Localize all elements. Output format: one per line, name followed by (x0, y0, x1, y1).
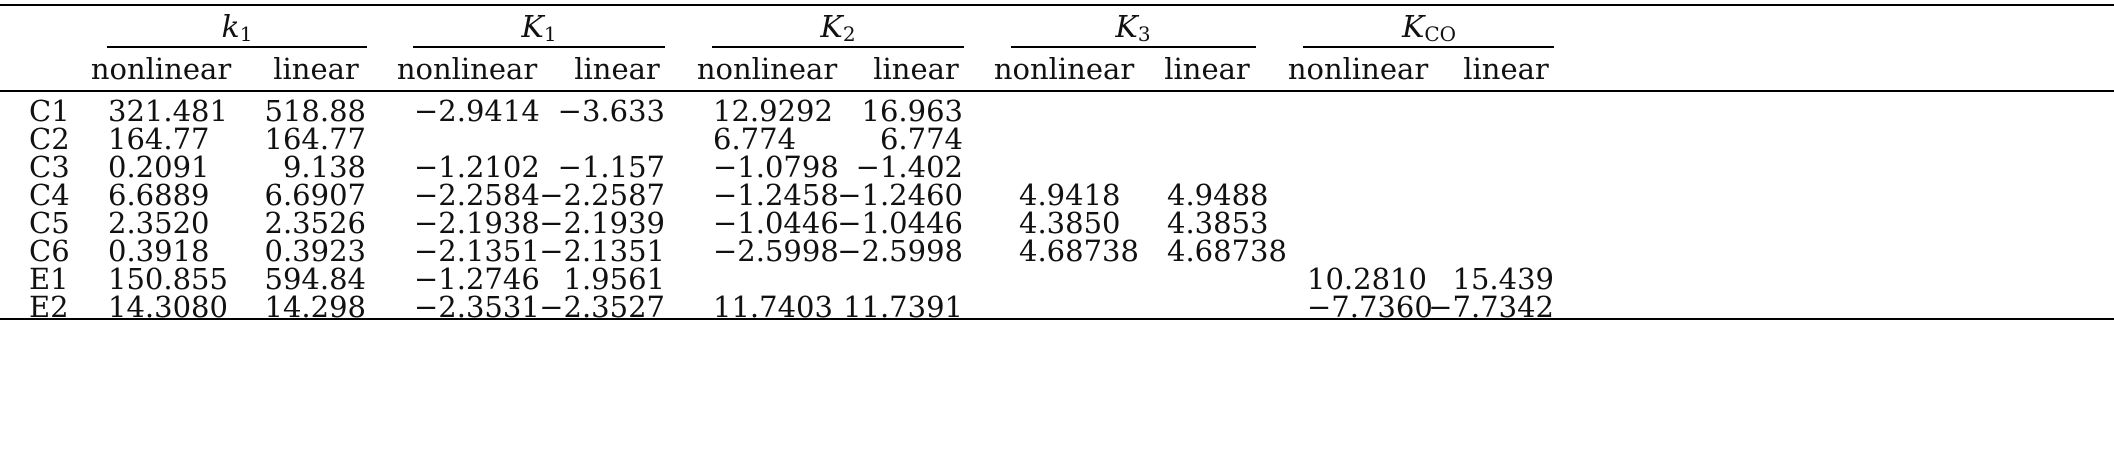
cell-C4-1: 6.6907 (264, 178, 366, 212)
cell-C4-6: 4.9418 (1019, 178, 1121, 212)
cell-C4-0: 6.6889 (108, 178, 210, 212)
row-label: C1 (29, 94, 70, 128)
group-symbol: K (820, 10, 843, 45)
group-subscript: CO (1424, 22, 1457, 46)
cell-C1-0: 321.481 (108, 94, 228, 128)
subheader-0-nonlinear: nonlinear (90, 52, 232, 86)
cell-C2-5: 6.774 (879, 122, 963, 156)
group-header-1: K1 (521, 10, 556, 52)
group-header-2: K2 (820, 10, 855, 52)
row-label: C6 (29, 234, 70, 268)
cell-C6-2: −2.1351 (414, 234, 540, 268)
subheader-2-nonlinear: nonlinear (696, 52, 838, 86)
cell-C5-7: 4.3853 (1167, 206, 1269, 240)
cell-C3-5: −1.402 (855, 150, 963, 184)
cell-C4-4: −1.2458 (713, 178, 839, 212)
subheader-1-linear: linear (574, 52, 660, 86)
row-label: C4 (29, 178, 70, 212)
cell-C5-5: −1.0446 (837, 206, 963, 240)
cell-C3-4: −1.0798 (713, 150, 839, 184)
cell-C4-2: −2.2584 (414, 178, 540, 212)
cell-C4-5: −1.2460 (837, 178, 963, 212)
cell-C6-5: −2.5998 (837, 234, 963, 268)
subheader-4-nonlinear: nonlinear (1287, 52, 1429, 86)
group-header-3: K3 (1115, 10, 1150, 52)
cell-C5-3: −2.1939 (539, 206, 665, 240)
group-symbol: K (1115, 10, 1138, 45)
cell-E1-3: 1.9561 (563, 262, 665, 296)
row-label: C2 (29, 122, 70, 156)
group-subscript: 2 (842, 22, 856, 46)
header-rule (0, 90, 2114, 92)
group-rule-k1 (107, 46, 367, 48)
subheader-3-nonlinear: nonlinear (993, 52, 1135, 86)
group-rule-KCO (1303, 46, 1554, 48)
cell-C2-1: 164.77 (264, 122, 366, 156)
cell-C1-3: −3.633 (557, 94, 665, 128)
cell-C3-1: 9.138 (282, 150, 366, 184)
cell-C5-0: 2.3520 (108, 206, 210, 240)
cell-E1-9: 15.439 (1452, 262, 1554, 296)
group-rule-K3 (1011, 46, 1256, 48)
group-header-4: KCO (1402, 10, 1456, 52)
cell-C5-6: 4.3850 (1019, 206, 1121, 240)
cell-C6-7: 4.68738 (1167, 234, 1287, 268)
cell-C5-2: −2.1938 (414, 206, 540, 240)
bottom-rule (0, 318, 2114, 320)
subheader-1-nonlinear: nonlinear (396, 52, 538, 86)
cell-E1-8: 10.2810 (1307, 262, 1427, 296)
cell-C1-1: 518.88 (264, 94, 366, 128)
group-subscript: 1 (239, 22, 253, 46)
cell-C6-4: −2.5998 (713, 234, 839, 268)
group-symbol: K (521, 10, 544, 45)
group-rule-K2 (712, 46, 964, 48)
cell-C4-3: −2.2587 (539, 178, 665, 212)
cell-C1-5: 16.963 (861, 94, 963, 128)
cell-E1-0: 150.855 (108, 262, 228, 296)
cell-E1-1: 594.84 (264, 262, 366, 296)
cell-C5-1: 2.3526 (264, 206, 366, 240)
group-subscript: 1 (543, 22, 557, 46)
cell-C1-4: 12.9292 (713, 94, 833, 128)
group-symbol: k (221, 10, 240, 45)
group-rule-K1 (413, 46, 665, 48)
cell-C6-0: 0.3918 (108, 234, 210, 268)
top-rule (0, 4, 2114, 6)
subheader-2-linear: linear (873, 52, 959, 86)
subheader-3-linear: linear (1164, 52, 1250, 86)
row-label: C5 (29, 206, 70, 240)
cell-C2-4: 6.774 (713, 122, 797, 156)
group-header-0: k1 (222, 10, 253, 52)
cell-C1-2: −2.9414 (414, 94, 540, 128)
cell-C6-3: −2.1351 (539, 234, 665, 268)
row-label: C3 (29, 150, 70, 184)
cell-C3-3: −1.157 (557, 150, 665, 184)
cell-C3-2: −1.2102 (414, 150, 540, 184)
subheader-4-linear: linear (1463, 52, 1549, 86)
cell-C5-4: −1.0446 (713, 206, 839, 240)
group-subscript: 3 (1137, 22, 1151, 46)
cell-C2-0: 164.77 (108, 122, 210, 156)
cell-C4-7: 4.9488 (1167, 178, 1269, 212)
row-label: E1 (29, 262, 69, 296)
cell-E1-2: −1.2746 (414, 262, 540, 296)
cell-C3-0: 0.2091 (108, 150, 210, 184)
subheader-0-linear: linear (273, 52, 359, 86)
cell-C6-1: 0.3923 (264, 234, 366, 268)
group-symbol: K (1401, 10, 1425, 45)
cell-C6-6: 4.68738 (1019, 234, 1139, 268)
